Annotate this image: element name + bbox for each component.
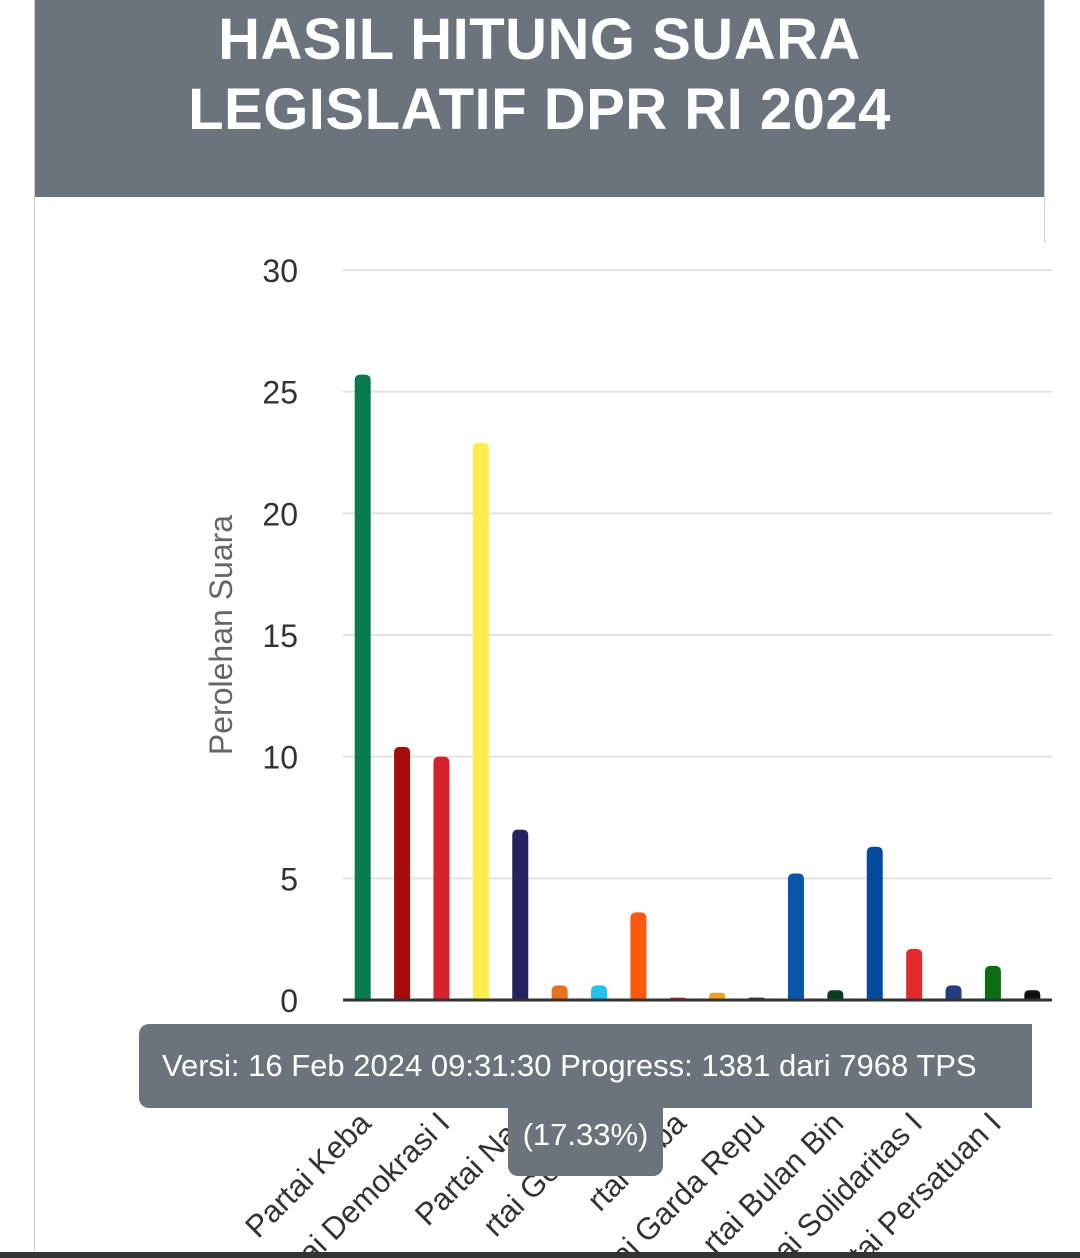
y-tick-label: 15 (262, 618, 298, 654)
frame-left-border (34, 0, 35, 1258)
bar (472, 442, 489, 1000)
bar (551, 985, 568, 1000)
tooltip-version-progress: Versi: 16 Feb 2024 09:31:30 Progress: 13… (139, 1024, 1032, 1108)
bar (709, 992, 726, 1000)
bar (984, 965, 1001, 1000)
bar (433, 756, 450, 1000)
y-axis-label: Perolehan Suara (203, 515, 239, 755)
bar (394, 746, 411, 1000)
bar (906, 948, 923, 1000)
y-tick-label: 10 (262, 740, 298, 776)
bar (1024, 990, 1041, 1000)
chart-title-line2: LEGISLATIF DPR RI 2024 (188, 77, 891, 142)
bar (866, 846, 883, 1000)
bar (354, 374, 371, 1001)
bar (945, 985, 962, 1000)
bar (512, 829, 529, 1000)
bar (630, 912, 647, 1000)
tooltip-progress-percent: (17.33%) (508, 1100, 663, 1176)
bottom-edge (0, 1252, 1080, 1258)
bar (591, 985, 608, 1000)
bar (787, 873, 804, 1000)
chart-header: HASIL HITUNG SUARA LEGISLATIF DPR RI 202… (35, 0, 1044, 197)
chart-title-line1: HASIL HITUNG SUARA (218, 7, 861, 72)
y-tick-label: 0 (280, 983, 298, 1019)
y-tick-label: 30 (262, 253, 298, 289)
y-tick-label: 5 (280, 861, 298, 897)
bar (827, 990, 844, 1000)
frame-right-border (1044, 0, 1045, 242)
y-tick-label: 25 (262, 375, 298, 411)
y-tick-label: 20 (262, 496, 298, 532)
